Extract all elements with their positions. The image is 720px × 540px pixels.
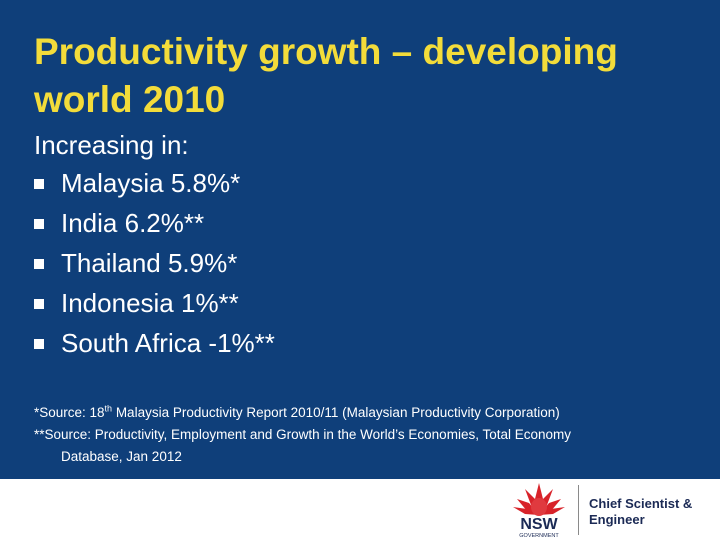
source-2-continued: Database, Jan 2012: [61, 449, 182, 464]
bullet-text: Indonesia 1%**: [61, 288, 239, 318]
bullet-item: India 6.2%**: [34, 206, 275, 246]
square-bullet-icon: [34, 219, 44, 229]
nsw-logo-text: NSW: [520, 516, 558, 533]
waratah-flower-icon: [513, 483, 565, 516]
bullet-item: Malaysia 5.8%*: [34, 166, 275, 206]
bullet-text: South Africa -1%**: [61, 328, 275, 358]
source-1: *Source: 18th Malaysia Productivity Repo…: [34, 403, 560, 420]
bullet-item: Thailand 5.9%*: [34, 246, 275, 286]
source-2: **Source: Productivity, Employment and G…: [34, 427, 571, 442]
square-bullet-icon: [34, 339, 44, 349]
org-name: Chief Scientist & Engineer: [589, 496, 693, 527]
bullet-list: Malaysia 5.8%* India 6.2%** Thailand 5.9…: [34, 166, 275, 366]
slide-title: Productivity growth – developing world 2…: [34, 31, 618, 120]
nsw-government-logo: NSW GOVERNMENT: [513, 483, 565, 539]
bullet-item: South Africa -1%**: [34, 326, 275, 366]
bullet-item: Indonesia 1%**: [34, 286, 275, 326]
intro-text: Increasing in:: [34, 130, 189, 160]
footer: NSW GOVERNMENT Chief Scientist & Enginee…: [0, 479, 720, 540]
bullet-text: India 6.2%**: [61, 208, 205, 238]
square-bullet-icon: [34, 179, 44, 189]
square-bullet-icon: [34, 259, 44, 269]
slide: Productivity growth – developing world 2…: [0, 0, 720, 479]
sources-note: *Source: 18th Malaysia Productivity Repo…: [34, 402, 694, 468]
footer-divider: [578, 485, 579, 535]
government-logo-text: GOVERNMENT: [519, 533, 559, 539]
square-bullet-icon: [34, 299, 44, 309]
bullet-text: Malaysia 5.8%*: [61, 168, 241, 198]
bullet-text: Thailand 5.9%*: [61, 248, 238, 278]
